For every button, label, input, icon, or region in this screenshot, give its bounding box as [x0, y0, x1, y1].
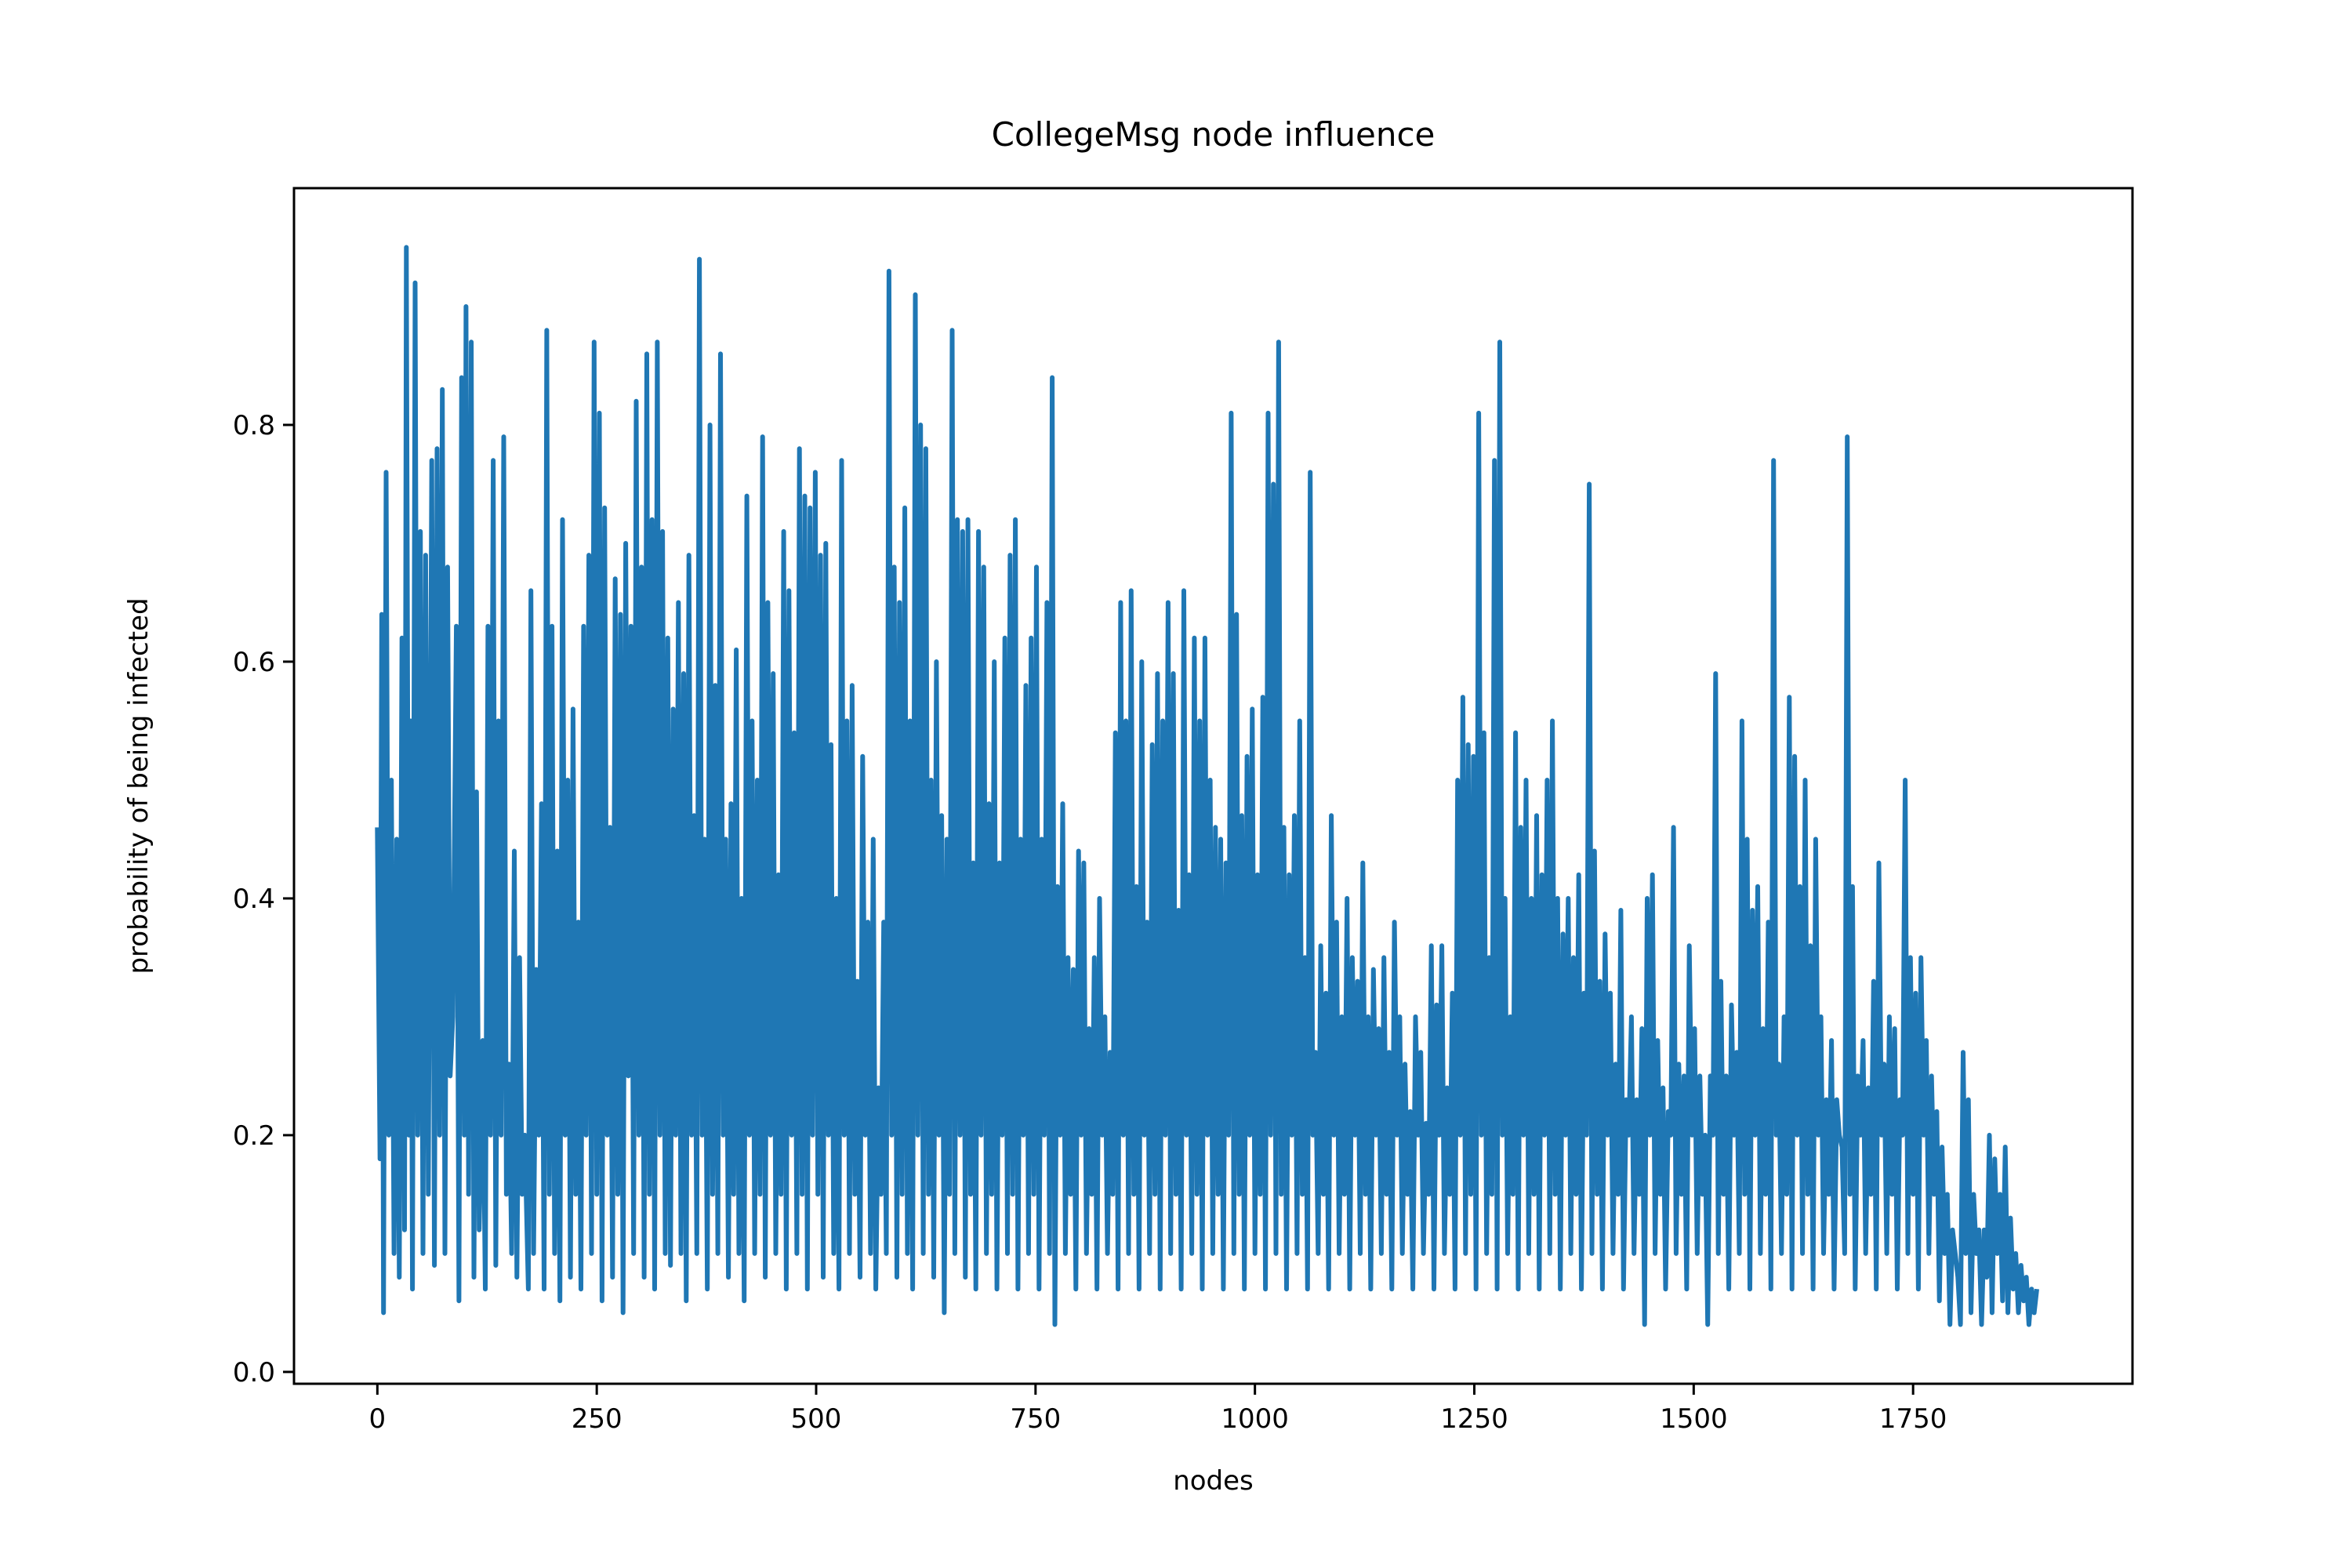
x-tick-label: 1250 [1440, 1403, 1508, 1435]
x-tick-label: 1000 [1221, 1403, 1289, 1435]
y-axis: 0.0 0.2 0.4 0.6 0.8 [233, 410, 294, 1388]
series-line-1 [375, 245, 2039, 1327]
plot-area-frame [292, 187, 2134, 1385]
x-tick-label: 750 [1010, 1403, 1061, 1435]
x-tick-label: 1500 [1660, 1403, 1728, 1435]
x-tick-label: 250 [572, 1403, 622, 1435]
x-axis: 0 250 500 750 1000 1250 1500 1750 [369, 1384, 1947, 1435]
x-tick-label: 500 [791, 1403, 842, 1435]
x-tick-label: 0 [369, 1403, 387, 1435]
chart-title: CollegeMsg node influence [992, 115, 1436, 154]
x-tick-label: 1750 [1879, 1403, 1947, 1435]
y-tick-label: 0.6 [233, 647, 275, 678]
series-layer [375, 245, 2039, 1327]
y-tick-label: 0.4 [233, 884, 275, 915]
y-tick-label: 0.0 [233, 1357, 275, 1388]
x-axis-label: nodes [1173, 1465, 1254, 1497]
y-tick-label: 0.8 [233, 410, 275, 441]
y-tick-label: 0.2 [233, 1120, 275, 1152]
y-axis-label: probability of being infected [123, 597, 154, 974]
